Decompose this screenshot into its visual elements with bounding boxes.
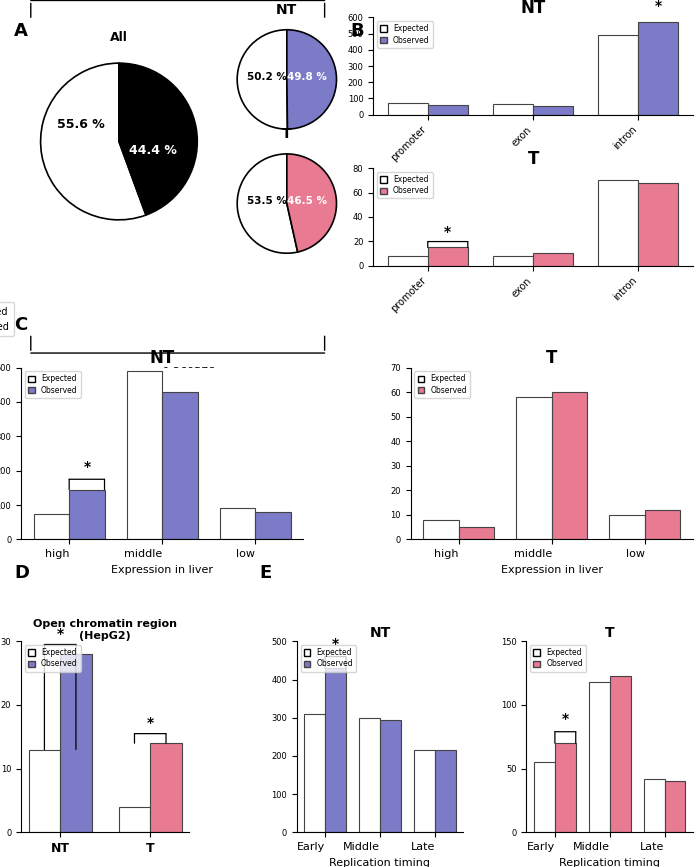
X-axis label: Expression in liver: Expression in liver <box>111 564 214 575</box>
Legend: Expected, Observed: Expected, Observed <box>377 172 433 199</box>
Bar <box>60 654 92 832</box>
X-axis label: Replication timing: Replication timing <box>559 857 660 867</box>
Bar <box>34 513 69 539</box>
Title: NT: NT <box>150 349 175 368</box>
Bar <box>534 762 555 832</box>
Title: NT: NT <box>276 3 298 17</box>
Wedge shape <box>119 63 197 215</box>
Title: T: T <box>282 127 292 141</box>
Bar <box>119 807 150 832</box>
Text: *: * <box>444 225 452 238</box>
Text: *: * <box>332 637 339 651</box>
Wedge shape <box>287 29 337 129</box>
Bar <box>589 682 610 832</box>
Bar <box>598 180 638 265</box>
Bar <box>380 720 401 832</box>
Title: T: T <box>605 626 615 640</box>
Text: C: C <box>14 316 27 335</box>
Bar <box>610 515 645 539</box>
Text: 44.4 %: 44.4 % <box>130 145 177 158</box>
Text: *: * <box>83 460 90 474</box>
Bar <box>150 743 182 832</box>
Text: A: A <box>14 22 28 40</box>
Bar <box>610 675 631 832</box>
Wedge shape <box>287 154 337 252</box>
Wedge shape <box>237 29 288 129</box>
Legend: Expected, Observed: Expected, Observed <box>25 645 80 672</box>
Bar <box>493 256 533 265</box>
Text: D: D <box>14 564 29 582</box>
Bar <box>533 253 573 265</box>
Bar <box>220 508 256 539</box>
Text: 55.6 %: 55.6 % <box>57 118 105 131</box>
Bar <box>69 490 104 539</box>
Bar <box>493 104 533 114</box>
Bar <box>435 750 456 832</box>
Bar <box>414 750 435 832</box>
Text: E: E <box>259 564 272 582</box>
Title: Open chromatin region
(HepG2): Open chromatin region (HepG2) <box>33 619 177 641</box>
Bar <box>458 527 494 539</box>
Bar <box>645 510 680 539</box>
Bar <box>29 750 60 832</box>
Legend: Expected, Observed: Expected, Observed <box>300 645 356 672</box>
Bar <box>127 371 162 539</box>
Text: *: * <box>655 0 662 14</box>
Bar <box>644 779 664 832</box>
Bar <box>555 743 575 832</box>
Bar <box>388 256 428 265</box>
Title: T: T <box>527 150 539 168</box>
Bar <box>552 392 587 539</box>
Text: *: * <box>147 716 154 730</box>
Title: T: T <box>546 349 557 368</box>
Legend: Expected, Observed: Expected, Observed <box>0 302 14 336</box>
Legend: Expected, Observed: Expected, Observed <box>377 21 433 48</box>
Legend: Expected, Observed: Expected, Observed <box>414 371 470 398</box>
Bar <box>638 183 678 265</box>
Bar <box>517 397 552 539</box>
Text: 46.5 %: 46.5 % <box>287 196 327 206</box>
Text: 50.2 %: 50.2 % <box>247 72 287 82</box>
Bar <box>359 718 380 832</box>
Bar <box>533 106 573 114</box>
X-axis label: Replication timing: Replication timing <box>330 857 430 867</box>
Text: *: * <box>57 627 64 641</box>
Wedge shape <box>237 154 298 253</box>
X-axis label: Expression in liver: Expression in liver <box>500 564 603 575</box>
Bar <box>638 23 678 114</box>
Legend: Expected, Observed: Expected, Observed <box>25 371 80 398</box>
Text: 53.5 %: 53.5 % <box>247 196 287 206</box>
Text: B: B <box>350 22 363 40</box>
Title: All: All <box>110 30 128 43</box>
Bar <box>598 36 638 114</box>
Bar <box>428 247 468 265</box>
Bar <box>256 512 290 539</box>
Legend: Expected, Observed: Expected, Observed <box>531 645 586 672</box>
Bar <box>428 105 468 114</box>
Title: NT: NT <box>370 626 391 640</box>
Bar <box>162 392 197 539</box>
Wedge shape <box>41 63 146 220</box>
Text: *: * <box>562 712 569 726</box>
Bar <box>325 668 346 832</box>
Text: p = 0.269578: p = 0.269578 <box>139 367 216 377</box>
Bar <box>304 714 325 832</box>
Bar <box>388 102 428 114</box>
Bar <box>664 781 685 832</box>
Bar <box>424 520 458 539</box>
Text: 49.8 %: 49.8 % <box>287 72 327 82</box>
Title: NT: NT <box>521 0 546 17</box>
